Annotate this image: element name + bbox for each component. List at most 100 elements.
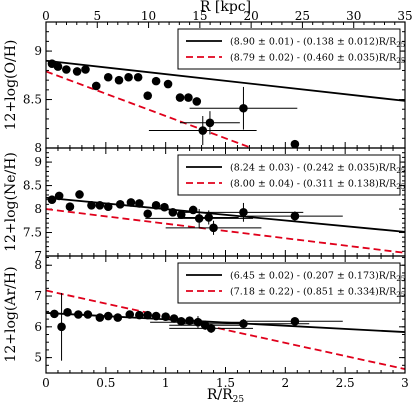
data-point [75,190,84,199]
data-point [184,93,193,102]
legend-label: (8.24 ± 0.03) - (0.242 ± 0.035)R/R25 [230,163,405,176]
data-point [163,79,173,89]
data-marker [188,205,198,215]
data-marker [103,311,113,321]
data-marker [103,202,113,211]
data-marker [54,191,64,201]
y-tick-label: 7.5 [23,226,42,240]
data-marker [194,214,204,223]
panel-frame [45,255,406,374]
data-point [54,191,64,201]
data-marker [209,223,218,233]
data-point [192,97,202,106]
data-point [103,202,113,211]
x-tick-label: 0 [42,376,50,390]
legend-label-main: (6.45 ± 0.02) - (0.207 ± 0.173)R/R [230,271,397,282]
data-marker [57,322,66,332]
data-point [143,209,153,219]
legend-label: (8.79 ± 0.02) - (0.460 ± 0.035)R/R25 [230,53,405,66]
fit-line-dashed [46,208,405,254]
legend-box [177,28,401,70]
top-axis-tick: 25 [295,9,310,28]
data-point [148,116,257,146]
data-marker [114,75,124,85]
data-marker [176,210,186,219]
top-tick-label: 35 [397,9,412,23]
data-point [176,210,186,219]
x-tick-label: 2.5 [336,376,355,390]
data-marker [65,202,75,211]
data-marker [204,213,214,222]
y-tick-label: 8 [34,258,42,272]
data-point [53,62,63,71]
y-axis-label: 12+log(Ne/H) [3,152,19,252]
legend-label-main: (7.18 ± 0.22) - (0.851 ± 0.334)R/R [230,287,397,298]
data-marker [75,190,84,199]
x-tick-label: 1 [162,376,170,390]
data-marker [290,211,300,221]
data-point [247,316,343,326]
legend-label: (8.90 ± 0.01) - (0.138 ± 0.012)R/R25 [230,37,405,50]
data-marker [83,310,93,319]
y-tick-label: 7 [34,289,42,303]
data-marker [239,319,248,329]
data-point [151,311,161,321]
data-point [57,292,66,361]
legend-label-sub: 25 [396,291,405,299]
y-tick-label: 8.5 [23,179,42,193]
x-axis-label-main: R/R [207,387,233,403]
top-tick-label: 0 [42,9,50,23]
data-point [63,308,72,317]
legend-label: (8.00 ± 0.04) - (0.311 ± 0.138)R/R25 [230,179,405,192]
data-marker [184,93,193,102]
top-axis-ticks: 0 5 10 15 20 25 30 35 [42,9,413,28]
data-point [103,72,113,82]
data-marker [62,65,71,74]
data-marker [160,202,169,212]
data-marker [95,313,105,322]
data-marker [168,208,178,217]
y-axis-label: 12+log(Ar/H) [3,266,19,362]
data-point [125,310,135,319]
legend-box [177,262,401,304]
data-marker [95,200,105,210]
legend: (8.90 ± 0.01) - (0.138 ± 0.012)R/R25 (8.7… [177,28,405,70]
data-point [247,211,343,221]
data-marker [63,308,72,317]
data-point [65,202,75,211]
y-tick-label: 9 [34,44,42,58]
data-point [47,195,57,204]
data-marker [151,311,161,321]
data-marker [133,72,143,82]
top-tick-label: 5 [93,9,101,23]
y-tick-label: 9 [34,155,42,169]
fit-line-dashed [46,289,405,370]
data-point [87,200,96,210]
data-point [290,139,300,149]
data-marker [103,72,113,82]
legend: (6.45 ± 0.02) - (0.207 ± 0.173)R/R25(7.1… [177,262,405,304]
data-marker [192,97,202,106]
x-axis-label-sub: 25 [233,395,245,405]
data-marker [239,208,248,217]
legend-label-main: (8.00 ± 0.04) - (0.311 ± 0.138)R/R [230,179,397,190]
data-point [185,316,194,325]
top-axis: R [kpc] 0 5 10 15 20 25 30 35 [42,0,413,28]
data-marker [87,200,96,210]
data-point [189,86,298,130]
data-point [176,316,186,326]
data-marker [126,198,136,207]
legend-label: (7.18 ± 0.22) - (0.851 ± 0.334)R/R25 [230,287,405,300]
data-point [177,319,310,329]
data-marker [290,139,300,149]
y-tick-label: 5 [34,351,42,365]
y-tick-label: 8.5 [23,93,42,107]
data-marker [193,317,203,327]
legend-label-sub: 25 [396,275,405,283]
legend-box [177,154,401,196]
data-point [81,65,90,74]
fit-line-solid [46,59,405,102]
data-point [124,72,133,82]
panel-1: 12+log(O/H) 8 8.5 9 (8.90 ± 0.01) - (0.138 ±… [3,21,406,155]
data-point [115,200,125,209]
